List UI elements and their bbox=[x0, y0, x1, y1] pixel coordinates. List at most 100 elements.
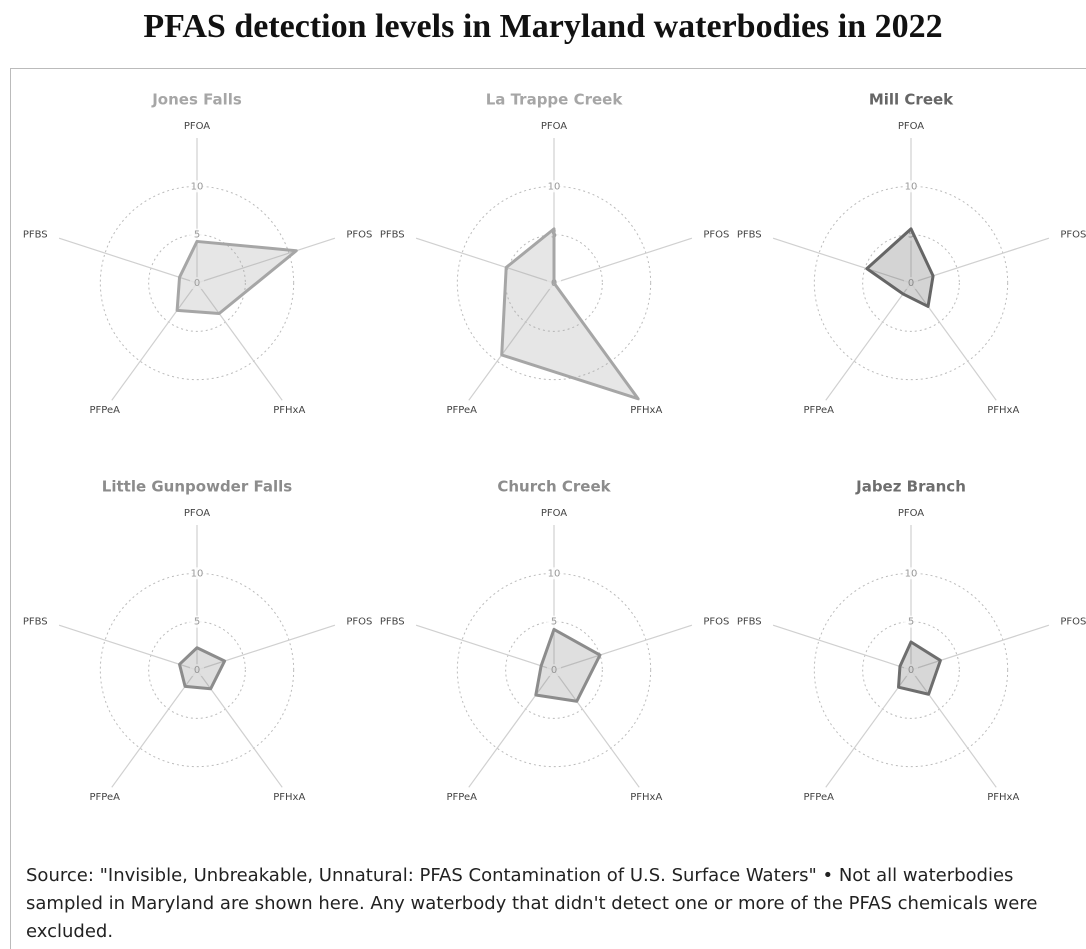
chart-frame bbox=[10, 68, 1086, 949]
axis-line bbox=[196, 237, 336, 284]
chart-title: Jabez Branch bbox=[855, 478, 966, 496]
tick-label: 5 bbox=[194, 617, 200, 628]
radar-area bbox=[178, 646, 227, 691]
axis-label: PFPeA bbox=[803, 405, 834, 416]
axis-line bbox=[910, 669, 997, 788]
axis-line bbox=[111, 282, 198, 401]
axis-label: PFHxA bbox=[987, 405, 1019, 416]
tick-label: 10 bbox=[905, 181, 918, 192]
axis-line bbox=[468, 282, 555, 401]
tick-label: 5 bbox=[194, 230, 200, 241]
grid-circle bbox=[813, 185, 1009, 381]
grid-circle bbox=[99, 572, 295, 768]
tick-label-bg bbox=[190, 180, 204, 193]
axis-line bbox=[415, 624, 555, 671]
axis-label: PFHxA bbox=[273, 792, 305, 803]
chart-title: La Trappe Creek bbox=[486, 91, 624, 109]
axis-label: PFOA bbox=[541, 508, 567, 519]
chart-title: Mill Creek bbox=[869, 91, 954, 109]
tick-label-bg bbox=[904, 180, 918, 193]
axis-label: PFHxA bbox=[630, 792, 662, 803]
tick-label-bg bbox=[190, 567, 204, 580]
tick-label-bg bbox=[190, 615, 204, 628]
tick-label-bg bbox=[547, 567, 561, 580]
grid-circle bbox=[456, 572, 652, 768]
source-note: Source: "Invisible, Unbreakable, Unnatur… bbox=[26, 865, 1038, 942]
chart-title: Jones Falls bbox=[151, 91, 242, 109]
tick-label-bg bbox=[190, 228, 204, 241]
axis-label: PFOS bbox=[346, 229, 372, 240]
axis-label: PFBS bbox=[380, 616, 405, 627]
axis-line bbox=[910, 624, 1050, 671]
tick-label-bg bbox=[904, 615, 918, 628]
axis-line bbox=[772, 237, 912, 284]
axis-label: PFOS bbox=[346, 616, 372, 627]
axis-label: PFHxA bbox=[630, 405, 662, 416]
page-title: PFAS detection levels in Maryland waterb… bbox=[143, 8, 943, 45]
axis-label: PFBS bbox=[23, 616, 48, 627]
tick-label-bg bbox=[190, 664, 204, 676]
tick-label: 0 bbox=[908, 665, 914, 676]
grid-circle bbox=[862, 621, 960, 719]
grid-circle bbox=[99, 185, 295, 381]
tick-label: 10 bbox=[905, 568, 918, 579]
axis-label: PFPeA bbox=[446, 792, 477, 803]
axis-label: PFPeA bbox=[89, 405, 120, 416]
axis-label: PFBS bbox=[737, 616, 762, 627]
axis-line bbox=[772, 624, 912, 671]
axis-line bbox=[196, 624, 336, 671]
axis-line bbox=[415, 237, 555, 284]
tick-label: 0 bbox=[194, 278, 200, 289]
grid-circle bbox=[813, 572, 1009, 768]
grid-circle bbox=[148, 234, 246, 332]
axis-line bbox=[196, 282, 283, 401]
tick-label-bg bbox=[547, 664, 561, 676]
radar-area bbox=[865, 227, 935, 308]
tick-label: 5 bbox=[551, 617, 557, 628]
axis-label: PFOS bbox=[703, 616, 729, 627]
axis-label: PFOS bbox=[703, 229, 729, 240]
grid-circle bbox=[862, 234, 960, 332]
axis-label: PFOA bbox=[898, 508, 924, 519]
tick-label: 0 bbox=[194, 665, 200, 676]
axis-label: PFOA bbox=[184, 508, 210, 519]
tick-label-bg bbox=[904, 277, 918, 289]
tick-label-bg bbox=[904, 567, 918, 580]
axis-label: PFPeA bbox=[89, 792, 120, 803]
tick-label-bg bbox=[547, 180, 561, 193]
grid-circle bbox=[505, 621, 603, 719]
axis-line bbox=[553, 624, 693, 671]
tick-label: 10 bbox=[191, 568, 204, 579]
axis-line bbox=[553, 237, 693, 284]
axis-label: PFBS bbox=[23, 229, 48, 240]
radar-area bbox=[500, 227, 640, 401]
radar-area bbox=[534, 627, 602, 703]
axis-label: PFOA bbox=[184, 121, 210, 132]
tick-label: 5 bbox=[908, 230, 914, 241]
axis-label: PFOA bbox=[541, 121, 567, 132]
axis-line bbox=[468, 669, 555, 788]
axis-line bbox=[825, 282, 912, 401]
tick-label: 10 bbox=[548, 568, 561, 579]
chart-title: Little Gunpowder Falls bbox=[102, 478, 292, 496]
radar-area bbox=[175, 239, 298, 315]
chart-title: Church Creek bbox=[497, 478, 611, 496]
axis-label: PFOA bbox=[898, 121, 924, 132]
axis-line bbox=[111, 669, 198, 788]
tick-label: 5 bbox=[908, 617, 914, 628]
tick-label: 10 bbox=[548, 181, 561, 192]
grid-circle bbox=[456, 185, 652, 381]
axis-label: PFPeA bbox=[803, 792, 834, 803]
tick-label-bg bbox=[547, 615, 561, 628]
axis-line bbox=[58, 237, 198, 284]
tick-label: 0 bbox=[908, 278, 914, 289]
tick-label-bg bbox=[190, 277, 204, 289]
axis-label: PFHxA bbox=[987, 792, 1019, 803]
axis-label: PFPeA bbox=[446, 405, 477, 416]
axis-label: PFOS bbox=[1060, 229, 1086, 240]
axis-label: PFHxA bbox=[273, 405, 305, 416]
axis-line bbox=[553, 669, 640, 788]
axis-line bbox=[825, 669, 912, 788]
